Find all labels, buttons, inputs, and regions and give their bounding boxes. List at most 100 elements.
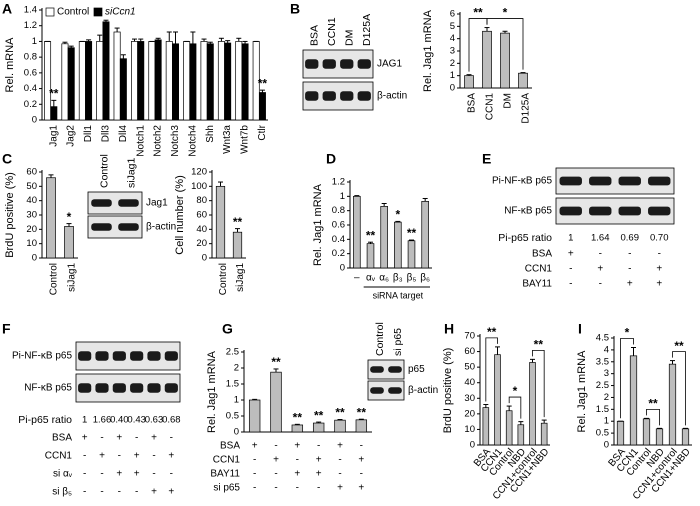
condition-mark: - (360, 441, 363, 452)
bar (183, 41, 191, 121)
x-tick-label: siJag1 (67, 263, 78, 292)
condition-name: si αᵥ (53, 469, 73, 480)
blot-band (357, 59, 371, 69)
blot-band (340, 59, 354, 69)
condition-mark: + (316, 455, 322, 466)
bar (148, 41, 156, 121)
condition-name: BSA (52, 433, 72, 444)
blot-band (95, 351, 109, 361)
y-tick-label: 30 (26, 210, 37, 221)
condition-name: BSA (220, 441, 240, 452)
legend-swatch (93, 7, 103, 17)
blot-band (648, 176, 671, 186)
x-tick-label: D125A (521, 93, 532, 124)
condition-mark: + (656, 264, 662, 275)
bar (529, 362, 536, 446)
condition-mark: + (151, 487, 157, 498)
y-axis-label: Rel. Jag1 mRNA (312, 183, 324, 266)
blot-band (618, 206, 641, 216)
y-tick-label: 1 (604, 416, 609, 427)
x-tick-label: Notch1 (135, 125, 146, 157)
condition-name: CCN1 (45, 451, 73, 462)
panel-label: A (2, 1, 12, 17)
legend-label: Control (57, 7, 89, 18)
condition-mark: - (83, 487, 86, 498)
blot-band (589, 206, 612, 216)
blot-band (370, 366, 384, 373)
bar (482, 407, 490, 446)
bar (206, 43, 214, 121)
condition-mark: - (274, 483, 277, 494)
panel-label: G (222, 321, 233, 337)
condition-mark: + (273, 455, 279, 466)
y-tick-label: 0.5 (596, 428, 609, 439)
y-tick-label: 0.8 (332, 205, 345, 216)
bar (258, 92, 266, 121)
blot-band (388, 366, 402, 373)
y-tick-label: 80 (196, 195, 207, 206)
blot-band (305, 91, 319, 101)
condition-mark: - (170, 469, 173, 480)
blot-frame (367, 359, 405, 380)
lane-label: DM (344, 30, 356, 46)
bar (85, 41, 93, 121)
blot-frame (87, 191, 143, 215)
bar (629, 355, 638, 446)
bar (270, 371, 282, 433)
condition-mark: + (597, 264, 603, 275)
blot-band (91, 199, 112, 207)
bar (200, 41, 208, 121)
condition-mark: - (569, 279, 572, 290)
bar (642, 418, 651, 446)
condition-mark: - (100, 487, 103, 498)
y-axis-label: BrdU positive (%) (442, 348, 454, 434)
bar (655, 428, 664, 446)
condition-mark: - (338, 469, 341, 480)
significance: ** (49, 87, 59, 101)
y-tick-label: 3 (604, 368, 609, 379)
y-tick-label: 0.4 (332, 234, 345, 245)
ratio-label: Pi-p65 ratio (18, 414, 72, 426)
blot-frame (75, 341, 181, 371)
significance: ** (648, 397, 658, 411)
ratio-value: 0.69 (621, 233, 640, 244)
bracket (646, 408, 660, 426)
condition-mark: + (337, 483, 343, 494)
blot-band (322, 91, 336, 101)
condition-mark: + (294, 441, 300, 452)
significance: ** (473, 6, 483, 20)
x-tick-label: Dll3 (100, 125, 111, 143)
x-tick-label: DM (503, 93, 514, 109)
y-tick-label: 4 (450, 33, 455, 44)
panel-label: F (2, 321, 11, 337)
blot-band (91, 223, 112, 231)
condition-mark: + (627, 279, 633, 290)
y-tick-label: 0 (32, 115, 37, 126)
bar (44, 41, 52, 121)
bar (312, 422, 325, 433)
blot-band (78, 351, 92, 361)
y-tick-label: 0 (340, 263, 345, 274)
condition-mark: - (296, 483, 299, 494)
bar (482, 30, 492, 89)
y-tick-label: 1 (234, 395, 239, 406)
bar (394, 221, 402, 269)
condition-mark: - (83, 451, 86, 462)
blot-row-label: Pi-NF-κB p65 (492, 176, 552, 187)
bar (540, 422, 548, 446)
y-tick-label: 20 (26, 224, 37, 235)
x-tick-label: Wnt7b (240, 125, 251, 154)
significance: ** (674, 339, 684, 353)
condition-mark: - (152, 469, 155, 480)
bar (241, 43, 249, 121)
y-tick-label: 0 (470, 440, 475, 451)
bar (50, 106, 58, 121)
panel-label: I (578, 321, 582, 337)
significance: ** (357, 405, 367, 419)
x-tick-label: Control (49, 263, 60, 295)
condition-mark: - (152, 451, 155, 462)
condition-name: CCN1 (525, 264, 553, 275)
blot-frame (367, 380, 405, 401)
x-tick-label: α₆ (379, 273, 389, 284)
y-tick-label: 2 (604, 392, 609, 403)
